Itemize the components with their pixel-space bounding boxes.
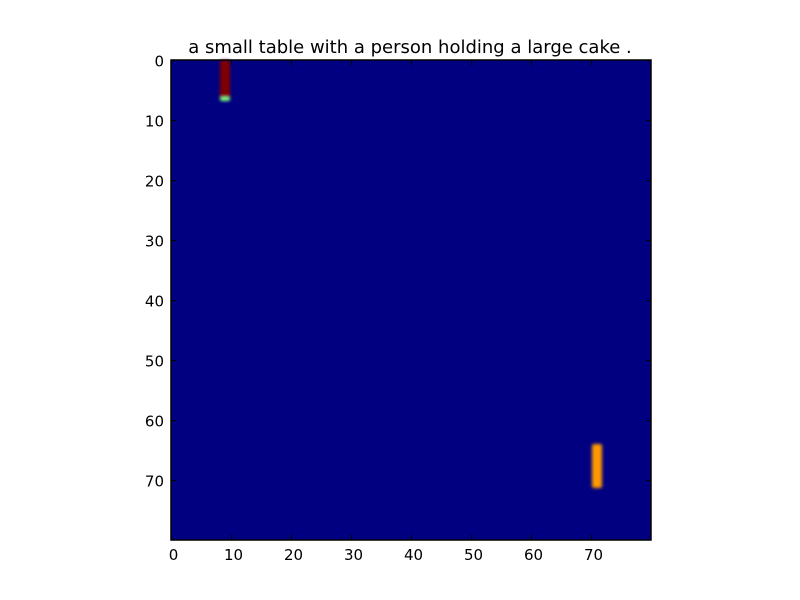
heatmap-background	[171, 60, 651, 540]
x-tick-label: 30	[344, 546, 363, 564]
y-tick-label: 10	[145, 113, 164, 131]
chart-title: a small table with a person holding a la…	[188, 37, 632, 58]
y-tick-label: 50	[145, 353, 164, 371]
heatmap-cell-top-left-column	[220, 60, 230, 98]
x-tick-label: 10	[224, 546, 243, 564]
heatmap-cell-bottom-right-bar	[592, 444, 602, 488]
y-tick-label: 40	[145, 293, 164, 311]
x-axis: 0 10 20 30 40 50 60 70	[169, 60, 603, 564]
y-tick-label: 0	[154, 53, 164, 71]
heatmap-cells	[220, 60, 602, 488]
x-tick-label: 70	[584, 546, 603, 564]
x-tick-label: 50	[464, 546, 483, 564]
x-tick-label: 20	[284, 546, 303, 564]
plot-area	[170, 59, 652, 541]
y-tick-label: 20	[145, 173, 164, 191]
y-tick-label: 30	[145, 233, 164, 251]
y-axis: 0 10 20 30 40 50 60 70	[145, 53, 651, 491]
x-tick-label: 60	[524, 546, 543, 564]
y-tick-label: 60	[145, 413, 164, 431]
y-tick-label: 70	[145, 473, 164, 491]
heatmap-cell-top-left-tip	[220, 96, 230, 101]
x-tick-label: 40	[404, 546, 423, 564]
x-tick-label: 0	[169, 546, 179, 564]
